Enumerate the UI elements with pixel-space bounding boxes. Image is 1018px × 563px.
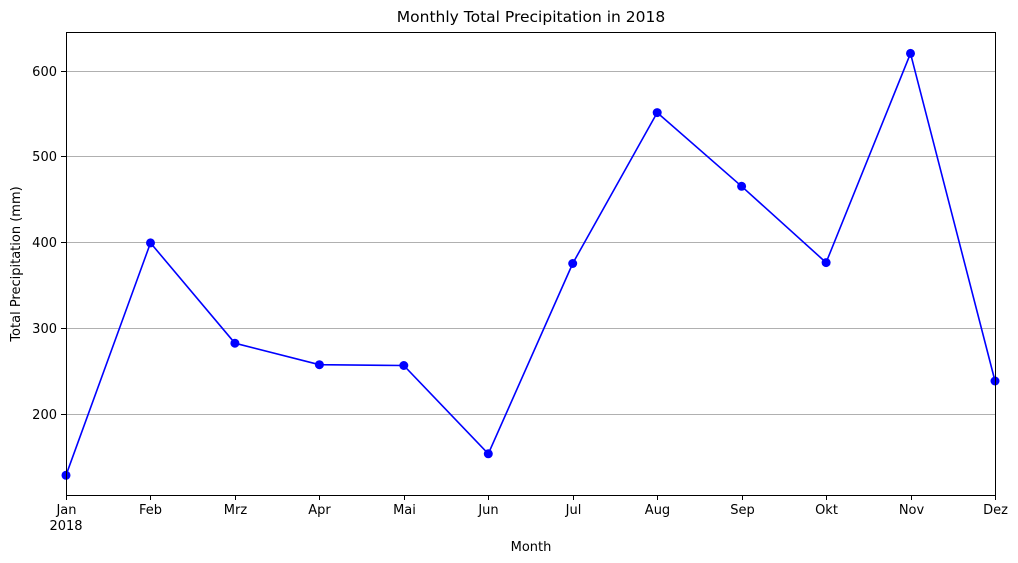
x-axis-title: Month xyxy=(511,540,552,555)
x-tick-label: Jun xyxy=(477,503,498,518)
data-point xyxy=(737,181,747,191)
y-tick-label: 300 xyxy=(32,322,57,337)
series-line xyxy=(65,52,996,476)
x-axis-ticks: Jan Feb Mrz Apr Mai Jun Jul Aug Sep Okt Nov Dez xyxy=(55,495,1008,518)
data-point xyxy=(906,48,915,58)
x-tick-label: Dez xyxy=(983,503,1008,518)
y-tick-label: 600 xyxy=(32,65,57,80)
gridlines xyxy=(66,71,995,415)
chart-title: Monthly Total Precipitation in 2018 xyxy=(397,8,665,26)
x-tick-label: Mai xyxy=(393,503,416,518)
data-point xyxy=(568,259,578,268)
x-tick-label: Aug xyxy=(645,503,670,518)
data-point xyxy=(399,361,409,370)
y-axis-title: Total Precipitation (mm) xyxy=(9,186,24,342)
x-axis-year-label: 2018 xyxy=(49,519,82,534)
data-point xyxy=(146,238,155,248)
data-point xyxy=(821,258,831,268)
y-tick-label: 200 xyxy=(32,408,57,423)
x-tick-label: Mrz xyxy=(224,503,248,518)
y-axis-ticks: 200 300 400 500 600 xyxy=(32,65,66,423)
y-tick-label: 500 xyxy=(32,150,57,165)
x-tick-label: Apr xyxy=(308,503,331,518)
data-point xyxy=(230,338,240,348)
data-point xyxy=(483,449,493,459)
data-point xyxy=(652,108,662,118)
x-tick-label: Jan xyxy=(55,503,76,518)
x-tick-label: Jul xyxy=(565,503,582,518)
x-tick-label: Nov xyxy=(899,503,925,518)
plot-frame xyxy=(66,32,996,496)
data-point xyxy=(314,360,324,370)
x-tick-label: Sep xyxy=(730,503,755,518)
x-tick-label: Feb xyxy=(139,503,162,518)
y-tick-label: 400 xyxy=(32,236,57,251)
x-tick-label: Okt xyxy=(815,503,838,518)
